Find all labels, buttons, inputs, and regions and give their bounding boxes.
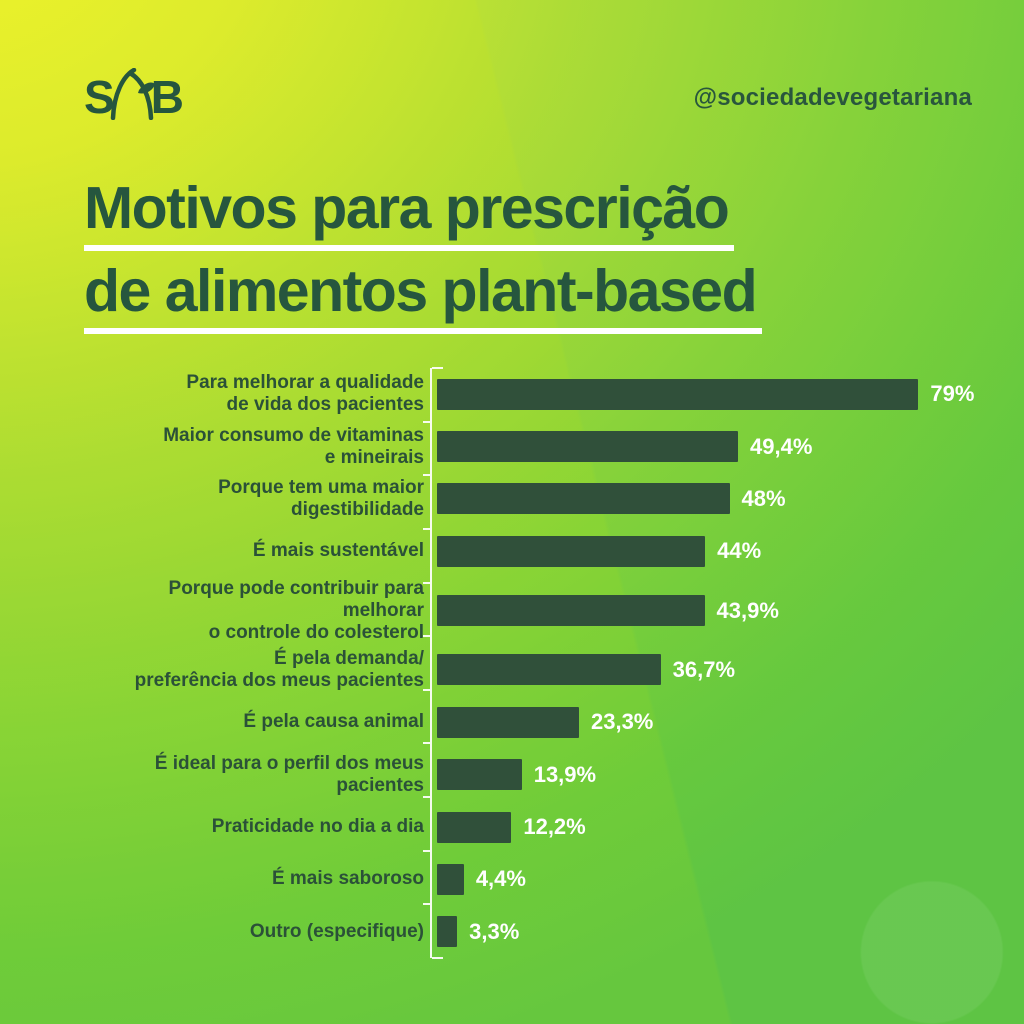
axis-tick [423,420,430,423]
axis-tick [423,849,430,852]
header: S B @sociedadevegetariana [84,68,972,120]
category-label: Para melhorar a qualidade de vida dos pac… [186,372,424,416]
chart-row: É pela demanda/preferência dos meus paci… [84,644,1022,696]
page-title: Motivos para prescrição de alimentos pla… [84,178,763,344]
bar-area: 3,3% [437,916,1022,948]
bar-area: 43,9% [437,595,1022,627]
axis-tick [432,957,443,959]
axis-tick [423,796,430,799]
bar-area: 12,2% [437,811,1022,843]
category-label: É mais sustentável [252,540,424,562]
chart-row: Maior consumo de vitaminas e mineirais 49,… [84,420,1022,472]
value-label: 36,7% [672,656,736,682]
axis-tick [423,527,430,530]
bar-area: 44% [437,535,1022,567]
bar [437,378,919,410]
bar [437,431,739,463]
bar [437,811,512,843]
chart-row: Outro (especifique) 3,3% [84,906,1022,958]
value-label: 49,4% [750,433,813,459]
bar-chart: Para melhorar a qualidade de vida dos pac… [84,367,1022,959]
bar-area: 36,7% [437,654,1022,686]
axis-tick [423,635,430,638]
bar-area: 23,3% [437,706,1022,738]
chart-row: É ideal para o perfil dos meus pacientes 1… [84,748,1022,800]
svb-logo: S B [84,68,184,123]
logo-letter-b: B [150,71,184,123]
category-label: Outro (especifique) [249,920,424,942]
category-label: Praticidade no dia a dia [211,816,424,837]
axis-tick [423,474,430,477]
social-handle: @sociedadevegetariana [693,84,972,111]
bar [437,535,706,567]
bar [437,654,661,686]
value-label: 79% [930,381,975,407]
chart-axis [423,367,443,959]
chart-row: É pela causa animal 23,3% [84,696,1022,748]
axis-tick [423,742,430,745]
chart-row: Para melhorar a qualidade de vida dos pac… [84,368,1022,420]
value-label: 43,9% [716,597,779,623]
value-label: 44% [717,538,762,564]
value-label: 3,3% [469,918,520,944]
chart-row: É mais sustentável 44% [84,525,1022,577]
bar-area: 13,9% [437,759,1022,791]
bar [437,595,705,627]
bar [437,706,579,738]
axis-tick [423,581,430,584]
axis-tick [423,903,430,906]
chart-rows: Para melhorar a qualidade de vida dos pac… [84,368,1022,958]
bar [437,483,730,515]
value-label: 4,4% [475,866,526,892]
category-label: É pela demanda/preferência dos meus paci… [134,647,424,691]
category-label: Maior consumo de vitaminas e mineirais [163,424,424,468]
value-label: 12,2% [523,814,586,840]
sprout-icon [110,68,155,120]
bar-area: 48% [437,483,1022,515]
axis-tick [423,688,430,691]
bar-area: 49,4% [437,431,1022,463]
bar [437,759,522,791]
chart-row: Porque pode contribuir para melhorar o co… [84,578,1022,644]
title-line-1: Motivos para prescrição [84,178,735,252]
value-label: 48% [741,485,786,511]
bar [437,916,458,948]
chart-row: Praticidade no dia a dia 12,2% [84,801,1022,853]
chart-row: É mais saboroso 4,4% [84,853,1022,905]
category-label: Porque pode contribuir para melhorar o co… [168,577,424,643]
bar-area: 79% [437,378,1022,410]
title-line-2: de alimentos plant-based [84,261,763,335]
value-label: 23,3% [590,709,654,735]
category-label: É ideal para o perfil dos meus pacientes [154,752,424,796]
chart-row: Porque tem uma maior digestibilidade 48% [84,473,1022,525]
bar-area: 4,4% [437,863,1022,895]
logo-letter-s: S [84,71,115,123]
category-label: Porque tem uma maior digestibilidade [218,476,424,520]
axis-tick [432,367,443,369]
bar [437,863,464,895]
value-label: 13,9% [533,761,597,787]
category-label: É pela causa animal [243,711,424,733]
category-label: É mais saboroso [271,868,424,890]
